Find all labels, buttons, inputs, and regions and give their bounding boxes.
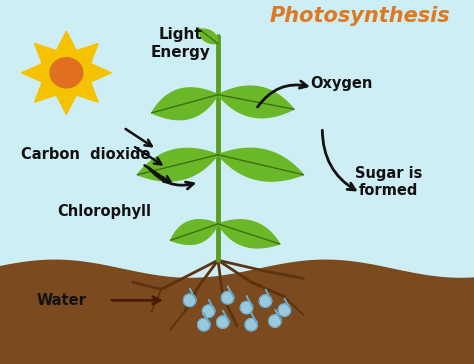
Polygon shape [171, 220, 218, 244]
Polygon shape [137, 149, 218, 181]
Polygon shape [198, 313, 210, 331]
Polygon shape [199, 29, 218, 44]
Text: Oxygen: Oxygen [310, 76, 373, 91]
Polygon shape [259, 289, 272, 307]
Text: Chlorophyll: Chlorophyll [57, 203, 151, 219]
Ellipse shape [39, 48, 94, 98]
Text: Water: Water [36, 293, 87, 308]
Polygon shape [218, 148, 303, 181]
Text: Photosynthesis: Photosynthesis [270, 7, 451, 26]
Polygon shape [245, 313, 257, 331]
Polygon shape [202, 299, 215, 317]
Text: Carbon  dioxide: Carbon dioxide [20, 147, 150, 162]
Polygon shape [218, 220, 280, 248]
Polygon shape [21, 31, 111, 114]
Polygon shape [269, 309, 281, 327]
Polygon shape [278, 298, 291, 316]
Text: Sugar is
formed: Sugar is formed [355, 166, 422, 198]
Polygon shape [152, 88, 218, 120]
Text: Light
Energy: Light Energy [150, 27, 210, 60]
Ellipse shape [49, 57, 83, 88]
Polygon shape [221, 286, 234, 304]
Polygon shape [217, 310, 229, 328]
Polygon shape [240, 296, 253, 314]
Polygon shape [218, 86, 294, 118]
Polygon shape [183, 288, 196, 306]
